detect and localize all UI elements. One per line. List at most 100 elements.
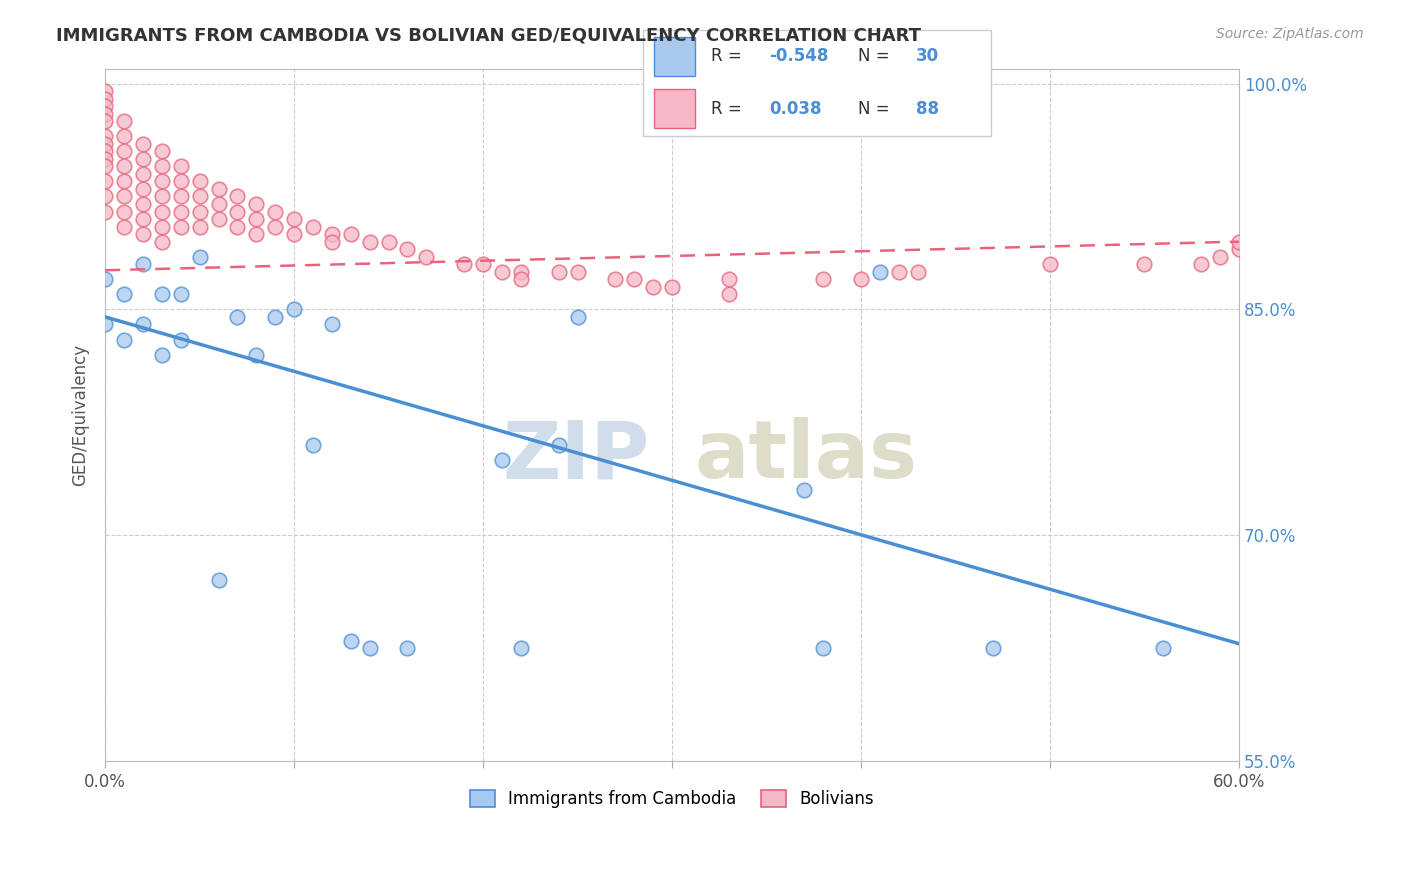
Point — [132, 197, 155, 211]
Point — [112, 287, 135, 301]
Point — [811, 272, 834, 286]
Point — [302, 438, 325, 452]
Y-axis label: GED/Equivalency: GED/Equivalency — [72, 343, 89, 486]
Point — [1209, 250, 1232, 264]
Point — [170, 160, 193, 174]
Point — [359, 235, 381, 249]
Point — [132, 257, 155, 271]
Point — [981, 641, 1004, 656]
Point — [226, 189, 249, 203]
Point — [188, 174, 211, 188]
Point — [717, 287, 740, 301]
Point — [415, 250, 437, 264]
Point — [170, 287, 193, 301]
Point — [491, 265, 513, 279]
Point — [150, 219, 173, 234]
Point — [207, 212, 229, 227]
Point — [453, 257, 475, 271]
Text: Source: ZipAtlas.com: Source: ZipAtlas.com — [1216, 27, 1364, 41]
Point — [283, 302, 305, 317]
Point — [1227, 242, 1250, 256]
Point — [1039, 257, 1062, 271]
Text: IMMIGRANTS FROM CAMBODIA VS BOLIVIAN GED/EQUIVALENCY CORRELATION CHART: IMMIGRANTS FROM CAMBODIA VS BOLIVIAN GED… — [56, 27, 921, 45]
Point — [509, 265, 531, 279]
Point — [661, 280, 683, 294]
Point — [717, 272, 740, 286]
Point — [472, 257, 495, 271]
Text: -0.548: -0.548 — [769, 47, 828, 65]
Point — [112, 204, 135, 219]
Point — [547, 438, 569, 452]
Point — [94, 318, 117, 332]
Point — [264, 204, 287, 219]
Point — [188, 219, 211, 234]
Point — [170, 204, 193, 219]
Point — [623, 272, 645, 286]
Point — [94, 129, 117, 144]
Point — [340, 633, 363, 648]
Point — [94, 204, 117, 219]
Point — [567, 265, 589, 279]
Point — [509, 272, 531, 286]
Point — [321, 318, 343, 332]
Point — [188, 250, 211, 264]
Point — [132, 136, 155, 151]
FancyBboxPatch shape — [654, 89, 696, 128]
Point — [207, 574, 229, 588]
Text: 30: 30 — [915, 47, 939, 65]
Point — [94, 189, 117, 203]
Point — [94, 174, 117, 188]
Text: 88: 88 — [915, 100, 939, 118]
Text: ZIP: ZIP — [502, 417, 650, 495]
Point — [112, 333, 135, 347]
Point — [377, 235, 399, 249]
Text: R =: R = — [711, 47, 742, 65]
Point — [170, 219, 193, 234]
Point — [132, 227, 155, 241]
Point — [150, 287, 173, 301]
Point — [887, 265, 910, 279]
Point — [340, 227, 363, 241]
Point — [264, 219, 287, 234]
Point — [94, 114, 117, 128]
Point — [132, 152, 155, 166]
Point — [245, 197, 267, 211]
Legend: Immigrants from Cambodia, Bolivians: Immigrants from Cambodia, Bolivians — [463, 783, 882, 815]
Point — [112, 114, 135, 128]
Point — [150, 235, 173, 249]
Point — [188, 189, 211, 203]
Point — [150, 348, 173, 362]
Point — [150, 204, 173, 219]
Point — [605, 272, 627, 286]
Point — [132, 167, 155, 181]
Point — [112, 219, 135, 234]
Point — [150, 174, 173, 188]
Point — [94, 106, 117, 120]
Point — [283, 212, 305, 227]
Point — [150, 189, 173, 203]
Point — [94, 145, 117, 159]
Point — [869, 265, 891, 279]
Point — [150, 160, 173, 174]
Point — [283, 227, 305, 241]
Point — [226, 310, 249, 324]
Point — [1133, 257, 1156, 271]
Point — [1227, 235, 1250, 249]
Point — [94, 160, 117, 174]
Point — [170, 174, 193, 188]
Point — [112, 129, 135, 144]
Point — [811, 641, 834, 656]
Point — [207, 197, 229, 211]
Point — [567, 310, 589, 324]
FancyBboxPatch shape — [644, 30, 991, 136]
Point — [849, 272, 872, 286]
Point — [112, 189, 135, 203]
Point — [1152, 641, 1174, 656]
Point — [396, 641, 419, 656]
Point — [321, 227, 343, 241]
Text: R =: R = — [711, 100, 742, 118]
Point — [396, 242, 419, 256]
Text: atlas: atlas — [695, 417, 918, 495]
Point — [245, 348, 267, 362]
Text: N =: N = — [859, 47, 890, 65]
